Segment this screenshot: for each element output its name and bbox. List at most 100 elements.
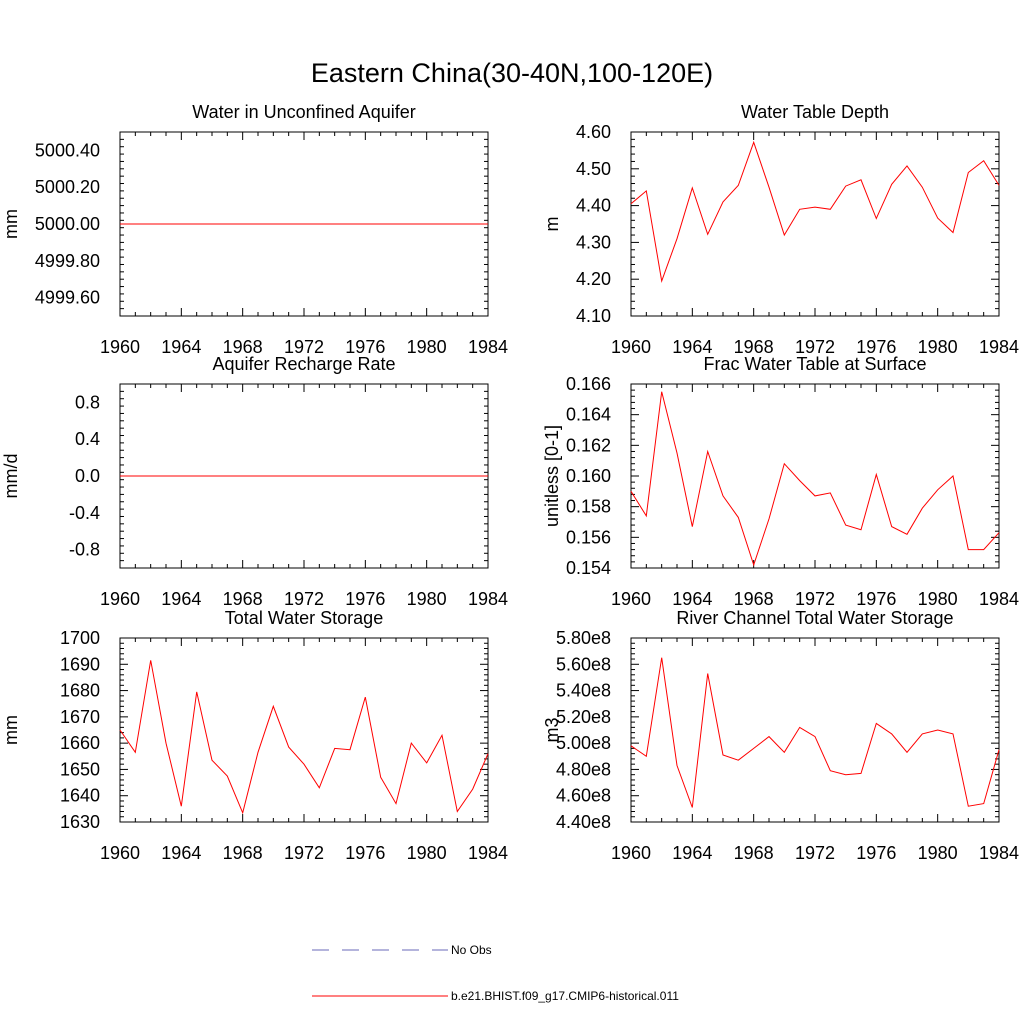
x-tick-label: 1960 <box>100 589 140 609</box>
y-axis-label: m <box>542 217 562 232</box>
y-tick-label: 4.20 <box>576 269 611 289</box>
y-tick-label: 0.158 <box>566 497 611 517</box>
y-tick-label: 5.80e8 <box>556 628 611 648</box>
series-line-1 <box>630 657 1000 808</box>
y-axis-label: mm <box>1 715 21 745</box>
y-tick-label: 4.80e8 <box>556 759 611 779</box>
y-tick-label: 4.40 <box>576 196 611 216</box>
x-tick-label: 1968 <box>734 337 774 357</box>
y-tick-label: 0.166 <box>566 374 611 394</box>
y-tick-label: 1650 <box>60 759 100 779</box>
series-line-1 <box>119 660 489 815</box>
x-tick-label: 1960 <box>100 337 140 357</box>
chart-panel-3: Aquifer Recharge Rate 1960 1964 1968 1972 197… <box>1 354 508 609</box>
y-tick-label: 4999.80 <box>35 251 100 271</box>
y-tick-label: 1690 <box>60 654 100 674</box>
y-axis-label: m3 <box>542 717 562 742</box>
y-tick-label: 5000.00 <box>35 214 100 234</box>
x-tick-label: 1984 <box>979 843 1019 863</box>
x-tick-label: 1984 <box>979 337 1019 357</box>
y-tick-label: 4.40e8 <box>556 812 611 832</box>
y-tick-label: 4.60e8 <box>556 786 611 806</box>
y-tick-label: 5.60e8 <box>556 654 611 674</box>
series-line-1 <box>630 140 1000 283</box>
y-tick-label: 4999.60 <box>35 288 100 308</box>
legend-label-model: b.e21.BHIST.f09_g17.CMIP6-historical.011 <box>451 989 679 1003</box>
y-tick-label: 1660 <box>60 733 100 753</box>
y-tick-label: 4.60 <box>576 122 611 142</box>
y-tick-label: 0.4 <box>75 429 100 449</box>
x-tick-label: 1968 <box>734 589 774 609</box>
x-tick-label: 1968 <box>223 589 263 609</box>
chart-panel-6: River Channel Total Water Storage 1960 196… <box>542 608 1019 863</box>
y-tick-label: 5000.20 <box>35 177 100 197</box>
y-tick-label: 1670 <box>60 707 100 727</box>
y-tick-label: 1630 <box>60 812 100 832</box>
x-tick-label: 1968 <box>734 843 774 863</box>
x-tick-label: 1972 <box>795 843 835 863</box>
panel-title: River Channel Total Water Storage <box>676 608 953 628</box>
y-tick-label: 0.160 <box>566 466 611 486</box>
x-tick-label: 1960 <box>611 337 651 357</box>
y-tick-label: 1680 <box>60 681 100 701</box>
x-tick-label: 1964 <box>161 337 201 357</box>
x-tick-label: 1980 <box>407 843 447 863</box>
x-tick-label: 1984 <box>468 337 508 357</box>
y-axis-label: mm/d <box>1 454 21 499</box>
y-tick-label: 0.162 <box>566 435 611 455</box>
y-tick-label: 4.10 <box>576 306 611 326</box>
x-tick-label: 1976 <box>345 589 385 609</box>
chart-panel-1: Water in Unconfined Aquifer 1960 1964 1968 1… <box>1 102 508 357</box>
x-tick-label: 1972 <box>284 589 324 609</box>
legend: No Obs b.e21.BHIST.f09_g17.CMIP6-histori… <box>312 943 679 1003</box>
x-tick-label: 1976 <box>856 589 896 609</box>
x-tick-label: 1980 <box>918 337 958 357</box>
y-tick-label: 0.0 <box>75 466 100 486</box>
chart-panel-4: Frac Water Table at Surface 1960 1964 1968 1… <box>542 354 1019 609</box>
y-tick-label: 5.00e8 <box>556 733 611 753</box>
y-tick-label: 5.20e8 <box>556 707 611 727</box>
x-tick-label: 1964 <box>161 589 201 609</box>
y-tick-label: 4.50 <box>576 159 611 179</box>
y-axis-label: unitless [0-1] <box>542 425 562 527</box>
x-tick-label: 1964 <box>672 337 712 357</box>
plot-frame <box>630 637 1000 823</box>
x-tick-label: 1976 <box>856 843 896 863</box>
x-tick-label: 1972 <box>284 843 324 863</box>
x-tick-label: 1984 <box>468 843 508 863</box>
y-tick-label: 0.8 <box>75 392 100 412</box>
x-tick-label: 1964 <box>161 843 201 863</box>
y-tick-label: 0.164 <box>566 405 611 425</box>
x-tick-label: 1980 <box>407 589 447 609</box>
y-tick-label: 1640 <box>60 786 100 806</box>
x-tick-label: 1960 <box>611 843 651 863</box>
panel-title: Frac Water Table at Surface <box>703 354 926 374</box>
panel-title: Water in Unconfined Aquifer <box>192 102 415 122</box>
plot-frame <box>630 383 1000 569</box>
panels: Water in Unconfined Aquifer 1960 1964 1968 1… <box>1 102 1019 863</box>
y-tick-label: 0.156 <box>566 527 611 547</box>
x-tick-label: 1984 <box>979 589 1019 609</box>
panel-title: Aquifer Recharge Rate <box>212 354 395 374</box>
y-tick-label: 4.30 <box>576 232 611 252</box>
panel-title: Total Water Storage <box>225 608 383 628</box>
x-tick-label: 1968 <box>223 337 263 357</box>
x-tick-label: 1976 <box>345 843 385 863</box>
y-tick-label: 5000.40 <box>35 140 100 160</box>
y-tick-label: 5.40e8 <box>556 681 611 701</box>
x-tick-label: 1980 <box>918 589 958 609</box>
x-tick-label: 1976 <box>345 337 385 357</box>
x-tick-label: 1960 <box>100 843 140 863</box>
figure-title: Eastern China(30-40N,100-120E) <box>311 58 713 88</box>
chart-panel-5: Total Water Storage 1960 1964 1968 1972 1976 1… <box>1 608 508 863</box>
y-axis-label: mm <box>1 209 21 239</box>
x-tick-label: 1968 <box>223 843 263 863</box>
x-tick-label: 1960 <box>611 589 651 609</box>
x-tick-label: 1964 <box>672 589 712 609</box>
x-tick-label: 1980 <box>918 843 958 863</box>
plot-frame <box>119 637 489 823</box>
y-tick-label: 1700 <box>60 628 100 648</box>
x-tick-label: 1964 <box>672 843 712 863</box>
chart-panel-2: Water Table Depth 1960 1964 1968 1972 1976 198… <box>542 102 1019 357</box>
